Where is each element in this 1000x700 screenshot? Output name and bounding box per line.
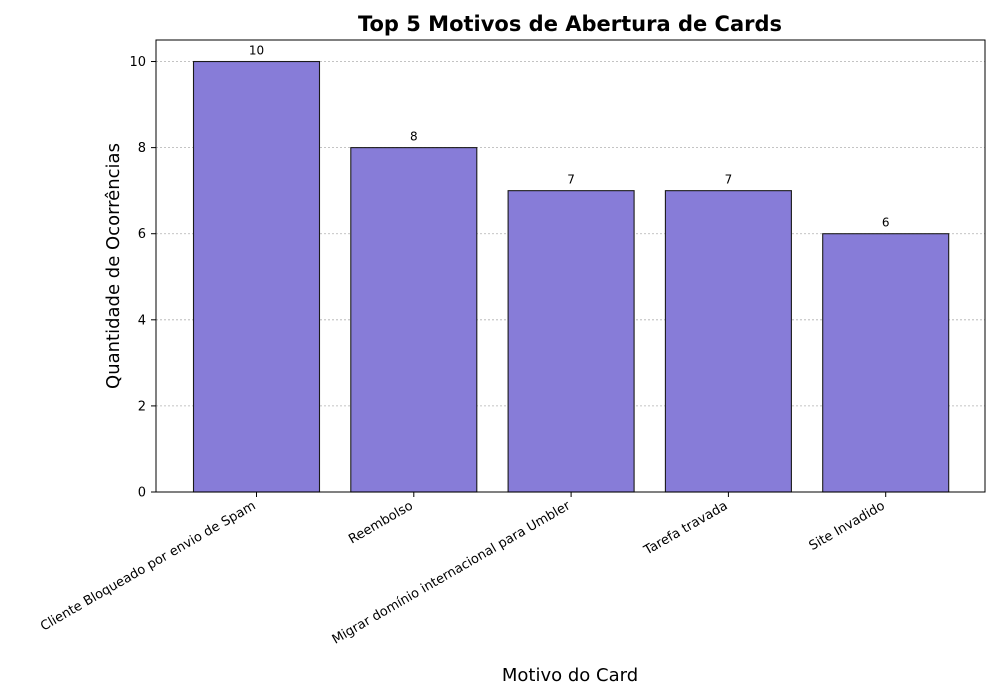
chart-title: Top 5 Motivos de Abertura de Cards	[358, 12, 782, 36]
x-tick-label: Reembolso	[346, 498, 416, 547]
data-label: 6	[882, 216, 890, 230]
x-axis: Cliente Bloqueado por envio de Spam Reemb…	[38, 492, 888, 648]
x-tick-label: Site Invadido	[807, 498, 888, 553]
y-tick-label: 0	[138, 486, 146, 501]
data-label: 8	[410, 130, 418, 144]
bar	[822, 233, 950, 493]
plot-frame	[155, 39, 986, 493]
x-tick-label: Tarefa travada	[641, 498, 731, 558]
bars: 10 8 7 7 6	[192, 44, 950, 493]
data-label: 7	[725, 173, 733, 187]
data-label: 7	[567, 173, 575, 187]
y-tick-label: 2	[138, 399, 146, 414]
bar	[507, 190, 635, 493]
y-tick-label: 8	[138, 141, 146, 156]
y-axis: 0 2 4 6 8 10	[129, 55, 156, 501]
x-tick-label: Cliente Bloqueado por envio de Spam	[38, 498, 258, 634]
data-label: 10	[249, 44, 264, 58]
x-tick-label: Migrar domínio internacional para Umbler	[330, 498, 574, 647]
y-tick-label: 6	[138, 227, 146, 242]
y-tick-label: 4	[138, 313, 146, 328]
bar	[350, 147, 478, 493]
x-axis-label: Motivo do Card	[502, 665, 638, 686]
y-axis-label: Quantidade de Ocorrências	[103, 143, 124, 389]
bar	[664, 190, 792, 493]
bar	[192, 60, 321, 493]
y-tick-label: 10	[129, 55, 146, 70]
